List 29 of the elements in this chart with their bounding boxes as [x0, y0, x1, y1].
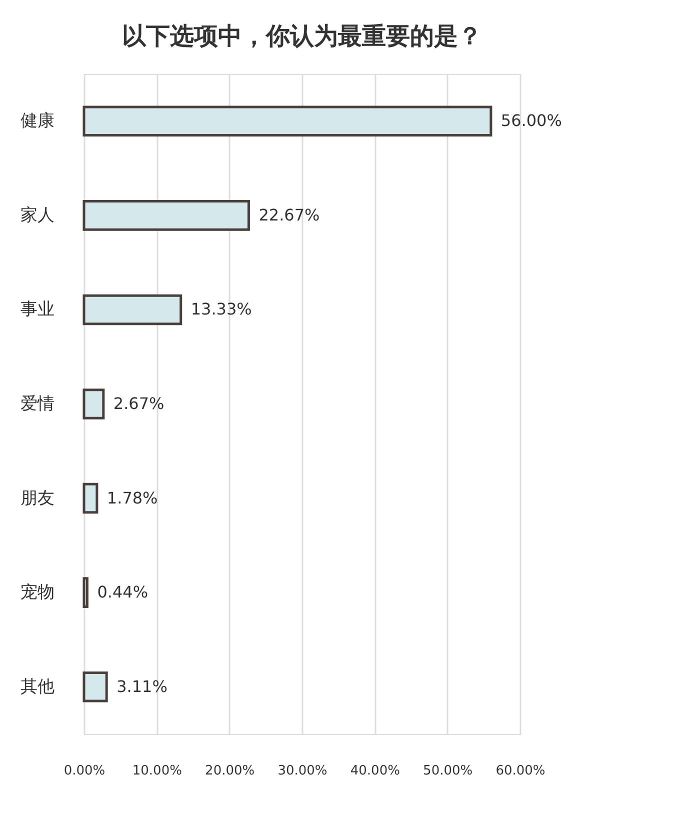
bar: [82, 388, 105, 420]
bar: [82, 106, 492, 137]
x-tick-label: 10.00%: [132, 764, 182, 778]
x-tick-label: 50.00%: [423, 764, 473, 778]
y-tick-label: 爱情: [20, 394, 54, 414]
x-tick-label: 0.00%: [64, 764, 106, 778]
y-tick-label: 宠物: [20, 582, 54, 603]
bar: [82, 577, 88, 608]
data-label: 56.00%: [500, 111, 562, 130]
x-tick-label: 60.00%: [496, 764, 546, 778]
bar: [82, 482, 98, 514]
y-tick-label: 健康: [20, 111, 54, 132]
y-tick-label: 其他: [20, 676, 54, 697]
data-label: 1.78%: [106, 488, 158, 508]
data-label: 2.67%: [113, 394, 164, 413]
y-tick-label: 事业: [20, 300, 54, 320]
bar: [82, 200, 250, 231]
x-tick-label: 30.00%: [278, 764, 328, 778]
data-label: 3.11%: [116, 676, 168, 696]
chart-title: 以下选项中，你认为最重要的是？: [122, 22, 482, 50]
data-label: 13.33%: [190, 300, 252, 319]
bar: [82, 294, 182, 326]
data-label: 0.44%: [97, 582, 148, 602]
x-tick-label: 20.00%: [205, 764, 255, 778]
y-tick-label: 家人: [20, 205, 54, 226]
y-tick-label: 朋友: [20, 488, 54, 508]
data-label: 22.67%: [258, 205, 320, 224]
x-tick-label: 40.00%: [350, 764, 400, 778]
bar: [82, 671, 108, 702]
